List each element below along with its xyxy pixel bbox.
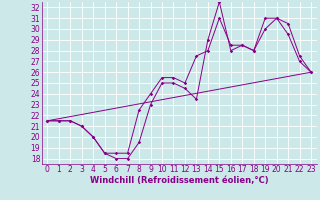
- X-axis label: Windchill (Refroidissement éolien,°C): Windchill (Refroidissement éolien,°C): [90, 176, 268, 185]
